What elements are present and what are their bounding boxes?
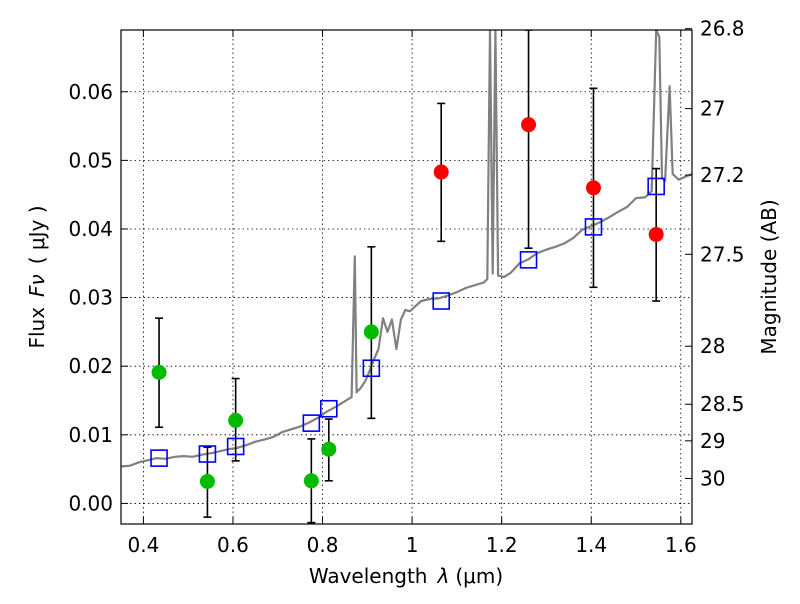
green-photometry-point <box>363 324 379 340</box>
model-photometry-box <box>362 359 381 378</box>
y-tick-label: 0.05 <box>68 148 113 172</box>
y2-tick-label: 30 <box>700 467 725 491</box>
y2-tick-label: 28.5 <box>700 392 745 416</box>
model-photometry-box <box>647 177 665 196</box>
model-photometry-box <box>519 251 538 269</box>
red-photometry-point <box>585 180 601 196</box>
model-photometry-box <box>584 218 603 236</box>
y2-tick-label: 29 <box>700 429 725 453</box>
y2-axis-label: Magnitude (AB) <box>757 199 781 354</box>
y-tick-label: 0.06 <box>68 80 113 104</box>
y-tick-label: 0.02 <box>68 354 113 378</box>
x-tick-label: 1 <box>406 533 419 557</box>
x-tick-label: 0.6 <box>217 533 249 557</box>
y-tick-label: 0.00 <box>68 491 113 515</box>
green-photometry-point <box>151 364 167 380</box>
model-photometry-box <box>150 449 168 467</box>
red-photometry-point <box>433 164 449 180</box>
template-layer <box>121 30 692 468</box>
x-axis-label: Wavelength λ (μm) <box>309 564 503 588</box>
model-photometry-box <box>432 292 451 310</box>
red-photometry-point <box>521 117 537 133</box>
green-photometry-point <box>228 412 244 428</box>
x-tick-label: 0.4 <box>127 533 159 557</box>
y2-tick-label: 27.2 <box>700 163 745 187</box>
x-tick-label: 1.2 <box>486 533 518 557</box>
y-tick-label: 0.03 <box>68 286 113 310</box>
y-tick-label: 0.04 <box>68 217 113 241</box>
model-photometry-box <box>302 414 321 432</box>
grid-layer <box>121 30 692 524</box>
x-tick-label: 1.6 <box>665 533 697 557</box>
plot-frame <box>120 29 693 525</box>
model-photometry-box <box>319 399 338 418</box>
y2-tick-label: 26.8 <box>700 17 745 41</box>
y-tick-label: 0.01 <box>68 423 113 447</box>
y2-tick-label: 28 <box>700 334 725 358</box>
y2-tick-label: 27 <box>700 97 725 121</box>
green-photometry-point <box>321 441 337 457</box>
marker-layer <box>150 117 665 489</box>
x-tick-label: 1.4 <box>575 533 607 557</box>
tick-layer: 0.4 0.6 0.8 1 1.2 1.4 1.6 0.00 0.01 0.02 0.03 0.04 0… <box>68 17 744 557</box>
model-photometry-box <box>226 437 245 456</box>
y-axis-label: FluxFν( μJy ) <box>25 205 49 348</box>
model-photometry-box <box>198 445 217 463</box>
y2-tick-label: 27.5 <box>700 242 745 266</box>
x-tick-label: 0.8 <box>307 533 339 557</box>
template-spectrum-line <box>121 30 692 468</box>
green-photometry-point <box>303 473 319 489</box>
green-photometry-point <box>199 473 215 489</box>
red-photometry-point <box>648 226 664 242</box>
